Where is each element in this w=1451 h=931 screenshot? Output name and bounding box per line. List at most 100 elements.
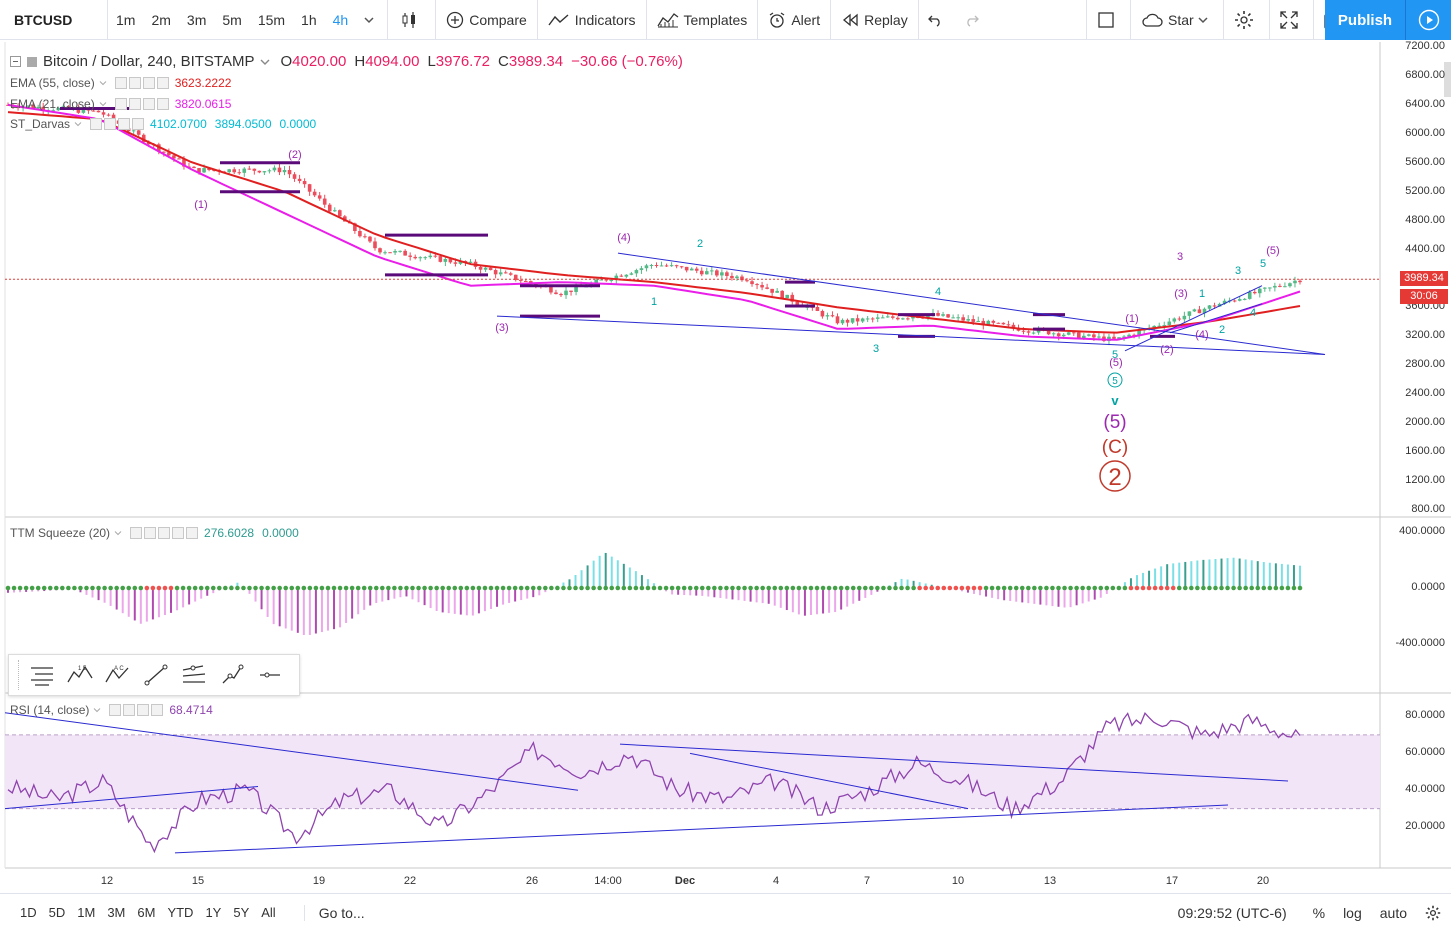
ttm-dot: [120, 585, 126, 591]
percent-toggle[interactable]: %: [1312, 905, 1326, 921]
candle-body: [378, 248, 382, 253]
ema21-line: [7, 103, 1301, 341]
low-value: 3976.72: [435, 53, 491, 70]
interval-1m[interactable]: 1m: [116, 11, 136, 28]
draw-tool-lines[interactable]: [23, 655, 61, 695]
range-5y[interactable]: 5Y: [233, 905, 250, 920]
interval-15m[interactable]: 15m: [257, 11, 286, 28]
darvas-legend[interactable]: ST_Darvas 4102.0700 3894.0500 0.0000: [10, 117, 316, 131]
range-3m[interactable]: 3M: [107, 905, 126, 920]
publish-dropdown[interactable]: [1405, 0, 1451, 40]
compare-button[interactable]: Compare: [436, 0, 537, 40]
redo-button[interactable]: [956, 0, 993, 40]
legend-title[interactable]: Bitcoin / Dollar, 240, BITSTAMP: [43, 53, 255, 70]
legend-collapse-icon[interactable]: [10, 56, 21, 67]
draw-tool-elliott-impulse[interactable]: 1 5: [61, 655, 99, 695]
expand-icon: [1280, 11, 1298, 29]
chart-type-button[interactable]: [388, 0, 435, 40]
interval-4h[interactable]: 4h: [332, 11, 349, 28]
ema21-value: 3820.0615: [174, 97, 232, 111]
range-1m[interactable]: 1M: [77, 905, 96, 920]
range-ytd[interactable]: YTD: [167, 905, 194, 920]
ema55-icons[interactable]: [114, 77, 171, 89]
interval-1h[interactable]: 1h: [301, 11, 317, 28]
candle-body: [815, 306, 820, 311]
chart-canvas[interactable]: (1)(2)(3)(4)(5)(1)(2)(3)(4)(5)1234512345…: [0, 40, 1451, 893]
ema21-legend[interactable]: EMA (21, close) 3820.0615: [10, 97, 231, 111]
ttm-dot: [392, 585, 397, 591]
symbol-search[interactable]: BTCUSD: [0, 0, 108, 40]
goto-button[interactable]: Go to...: [303, 904, 365, 921]
ttm-dot: [1056, 585, 1061, 591]
rsi-icons[interactable]: [109, 704, 165, 716]
wave-label: (3): [495, 322, 508, 334]
drag-handle[interactable]: [9, 660, 19, 690]
indicators-label: Indicators: [574, 11, 636, 28]
interval-3m[interactable]: 3m: [186, 11, 207, 28]
draw-tool-path[interactable]: [213, 655, 251, 695]
candle-body: [322, 198, 327, 205]
candle-body: [36, 106, 40, 109]
candle-body: [443, 258, 448, 262]
ttm-dot: [790, 585, 796, 591]
templates-button[interactable]: Templates: [647, 0, 758, 40]
ema55-legend[interactable]: EMA (55, close) 3623.2222: [10, 76, 231, 90]
draw-tool-trendline[interactable]: [137, 655, 175, 695]
candle-body: [835, 316, 840, 324]
auto-toggle[interactable]: auto: [1379, 905, 1407, 921]
range-all[interactable]: All: [261, 905, 276, 920]
publish-button[interactable]: Publish: [1325, 0, 1451, 40]
ttm-dot: [1170, 585, 1176, 591]
fullscreen-button[interactable]: [1270, 0, 1314, 40]
interval-dropdown[interactable]: [356, 0, 387, 40]
candle-body: [694, 268, 699, 271]
candle-body: [1092, 334, 1096, 338]
ttm-dot: [458, 585, 464, 591]
ttm-dot: [1164, 585, 1170, 591]
range-6m[interactable]: 6M: [137, 905, 156, 920]
indicators-button[interactable]: Indicators: [538, 0, 646, 40]
candle-body: [599, 279, 604, 281]
ttm-icons[interactable]: [130, 527, 200, 539]
ttm-dot: [295, 585, 301, 591]
settings-button[interactable]: [1224, 0, 1270, 40]
star-button[interactable]: Star: [1130, 0, 1224, 40]
candles-icon: [402, 11, 416, 28]
ttm-dot: [404, 585, 409, 591]
interval-5m[interactable]: 5m: [222, 11, 242, 28]
candle-body: [936, 313, 940, 316]
draw-tool-horizontal-ray[interactable]: [251, 655, 289, 695]
redo-icon: [966, 15, 979, 27]
ttm-dot: [1062, 585, 1067, 591]
ema21-icons[interactable]: [114, 98, 171, 110]
replay-button[interactable]: Replay: [831, 0, 918, 40]
time-axis-label: 20: [1256, 875, 1270, 887]
log-toggle[interactable]: log: [1343, 905, 1362, 921]
range-1y[interactable]: 1Y: [205, 905, 222, 920]
undo-button[interactable]: [919, 0, 956, 40]
darvas-icons[interactable]: [90, 118, 146, 130]
candle-body: [257, 170, 262, 173]
candle-body: [991, 320, 996, 323]
range-5d[interactable]: 5D: [48, 905, 66, 920]
ttm-legend[interactable]: TTM Squeeze (20) 276.6028 0.0000: [10, 526, 299, 540]
ttm-dot: [108, 585, 113, 591]
alert-button[interactable]: Alert: [758, 0, 830, 40]
candle-body: [951, 317, 955, 319]
rsi-legend[interactable]: RSI (14, close) 68.4714: [10, 703, 213, 717]
ttm-dot: [875, 585, 880, 591]
fullscreen-layout-button[interactable]: [1086, 0, 1130, 40]
chevron-down-icon[interactable]: [260, 58, 270, 66]
trendline-lower: [496, 315, 1326, 355]
range-1d[interactable]: 1D: [20, 905, 37, 920]
ttm-dot: [838, 585, 844, 591]
draw-tool-pitchfork[interactable]: [175, 655, 213, 695]
wave-label: 3: [1177, 251, 1183, 263]
interval-2m[interactable]: 2m: [151, 11, 171, 28]
candle-body: [232, 169, 237, 173]
draw-tool-elliott-correction[interactable]: A C: [99, 655, 137, 695]
wave-label-big: 2: [1108, 464, 1121, 491]
rsi-value: 68.4714: [169, 703, 213, 717]
gear-icon[interactable]: [1425, 905, 1441, 921]
